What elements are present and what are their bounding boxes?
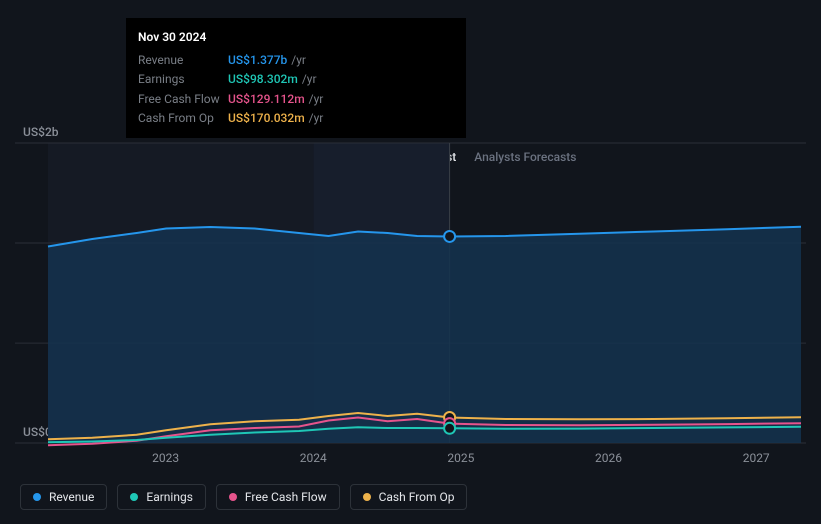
series-area-revenue [48,227,801,443]
tooltip-unit: /yr [309,90,324,109]
legend-label: Revenue [49,490,94,504]
legend-item-cash_from_op[interactable]: Cash From Op [350,484,468,510]
tooltip-row-earnings: EarningsUS$98.302m/yr [138,70,454,89]
x-axis-tick-label: 2027 [743,451,770,465]
tooltip-unit: /yr [291,51,306,70]
legend-label: Free Cash Flow [245,490,327,504]
tooltip-label: Cash From Op [138,109,228,128]
legend-dot-icon [363,493,371,501]
legend-dot-icon [33,493,41,501]
legend-label: Cash From Op [379,490,455,504]
legend-item-revenue[interactable]: Revenue [20,484,107,510]
tooltip-row-revenue: RevenueUS$1.377b/yr [138,51,454,70]
tooltip-unit: /yr [309,109,324,128]
tooltip-row-cash-from-op: Cash From OpUS$170.032m/yr [138,109,454,128]
chart-legend: Revenue Earnings Free Cash Flow Cash From O… [20,484,467,510]
tooltip-label: Free Cash Flow [138,90,228,109]
tooltip-date: Nov 30 2024 [138,28,454,47]
tooltip-label: Earnings [138,70,228,89]
legend-dot-icon [130,493,138,501]
x-axis-tick-label: 2026 [595,451,622,465]
chart-tooltip: Nov 30 2024 RevenueUS$1.377b/yrEarningsU… [126,18,466,138]
marker-revenue[interactable] [444,231,455,242]
x-axis-tick-label: 2024 [300,451,327,465]
legend-item-earnings[interactable]: Earnings [117,484,206,510]
marker-earnings[interactable] [444,423,455,434]
tooltip-value: US$1.377b [228,51,287,70]
financial-chart[interactable] [15,120,806,470]
legend-item-free_cash_flow[interactable]: Free Cash Flow [216,484,340,510]
tooltip-label: Revenue [138,51,228,70]
legend-dot-icon [229,493,237,501]
tooltip-row-free-cash-flow: Free Cash FlowUS$129.112m/yr [138,90,454,109]
x-axis-tick-label: 2023 [152,451,179,465]
legend-label: Earnings [146,490,193,504]
x-axis-tick-label: 2025 [447,451,474,465]
tooltip-value: US$98.302m [228,70,298,89]
tooltip-value: US$129.112m [228,90,305,109]
tooltip-value: US$170.032m [228,109,305,128]
tooltip-unit: /yr [302,70,317,89]
